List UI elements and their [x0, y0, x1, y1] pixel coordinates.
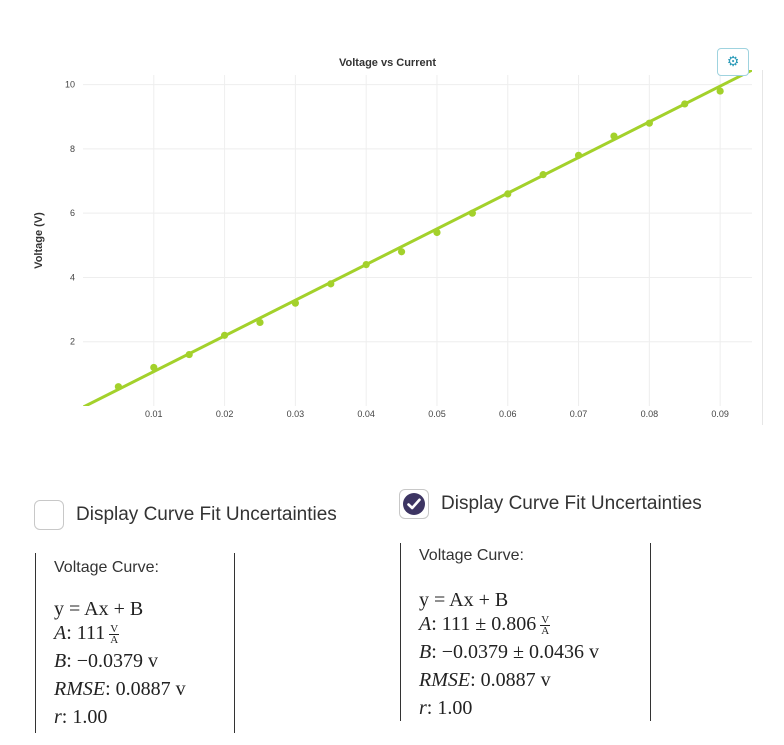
x-tick-label: 0.09: [711, 409, 729, 419]
data-point: [327, 280, 335, 288]
data-point: [150, 363, 158, 372]
fit-rmse: RMSE: 0.0887 v: [419, 669, 551, 691]
fit-parameter-b: B: −0.0379 ± 0.0436 v: [419, 641, 600, 663]
y-tick-label: 2: [70, 337, 75, 347]
x-tick-label: 0.07: [570, 409, 588, 419]
b-value: : −0.0379 ± 0.0436 v: [431, 641, 600, 663]
x-tick-label: 0.08: [641, 409, 659, 419]
data-point: [610, 132, 618, 140]
data-point: [291, 299, 299, 307]
data-point: [362, 261, 370, 269]
fit-parameter-b: B: −0.0379 v: [54, 650, 159, 672]
fit-rmse: RMSE: 0.0887 v: [54, 678, 186, 700]
y-tick-label: 6: [70, 208, 75, 218]
fit-results-panel-right: Voltage Curve: y = Ax + B A: 111 ± 0.806…: [400, 543, 651, 721]
chart-container: Voltage vs Current 2 4 6 8 10 0.01 0.02 0.03 0.04…: [33, 48, 763, 425]
data-point: [114, 383, 122, 391]
b-value: : −0.0379 v: [66, 650, 159, 672]
fit-equation: y = Ax + B: [54, 598, 144, 620]
data-point: [256, 318, 264, 327]
data-point: [468, 209, 476, 217]
x-tick-label: 0.03: [287, 409, 305, 419]
data-point: [220, 331, 229, 339]
y-tick-label: 4: [70, 272, 75, 282]
x-tick-label: 0.06: [499, 409, 517, 419]
fit-title: Voltage Curve:: [54, 559, 159, 576]
data-point: [574, 151, 583, 159]
chart-settings-button[interactable]: ⚙: [717, 48, 749, 76]
rmse-value: : 0.0887 v: [105, 678, 186, 700]
fit-r: r: 1.00: [419, 697, 473, 719]
rmse-value: : 0.0887 v: [470, 669, 551, 691]
x-tick-label: 0.05: [428, 409, 446, 419]
uncertainty-checkbox-row-right[interactable]: Display Curve Fit Uncertainties: [399, 489, 702, 519]
fit-line: [83, 70, 752, 406]
data-point: [645, 119, 653, 127]
uncertainty-checkbox-checked[interactable]: [399, 489, 429, 519]
checkmark-icon: [403, 493, 425, 515]
data-point: [539, 171, 547, 179]
data-point: [681, 100, 689, 108]
chart-right-divider: [762, 70, 763, 425]
fit-parameter-a: A: 111 ± 0.806 V A: [419, 613, 551, 637]
r-value: : 1.00: [61, 706, 108, 728]
uncertainty-checkbox-unchecked[interactable]: [34, 500, 64, 530]
checkbox-label: Display Curve Fit Uncertainties: [76, 504, 337, 525]
fit-equation: y = Ax + B: [419, 589, 509, 611]
gear-icon: ⚙: [726, 54, 740, 70]
uncertainty-checkbox-row-left[interactable]: Display Curve Fit Uncertainties: [34, 500, 337, 530]
y-tick-label: 8: [70, 144, 75, 154]
r-value: : 1.00: [426, 697, 473, 719]
chart-title: Voltage vs Current: [339, 57, 436, 69]
data-point: [504, 190, 512, 198]
fit-title: Voltage Curve:: [419, 547, 524, 564]
fit-r: r: 1.00: [54, 706, 108, 728]
x-tick-label: 0.04: [357, 409, 375, 419]
checkbox-label: Display Curve Fit Uncertainties: [441, 493, 702, 514]
y-axis-label: Voltage (V): [33, 212, 45, 269]
x-tick-label: 0.02: [216, 409, 234, 419]
voltage-current-chart: Voltage vs Current 2 4 6 8 10 0.01 0.02 0.03 0.04…: [33, 57, 752, 419]
data-point: [397, 248, 406, 256]
a-value: : 111: [66, 622, 106, 644]
data-point: [185, 350, 193, 359]
x-tick-label: 0.01: [145, 409, 163, 419]
data-point: [716, 87, 724, 95]
y-tick-label: 10: [65, 80, 75, 90]
fit-results-panel-left: Voltage Curve: y = Ax + B A: 111 V A B: −0…: [35, 553, 235, 733]
a-value: : 111 ± 0.806: [431, 613, 537, 635]
fit-parameter-a: A: 111 V A: [54, 622, 120, 646]
data-point: [433, 228, 441, 237]
